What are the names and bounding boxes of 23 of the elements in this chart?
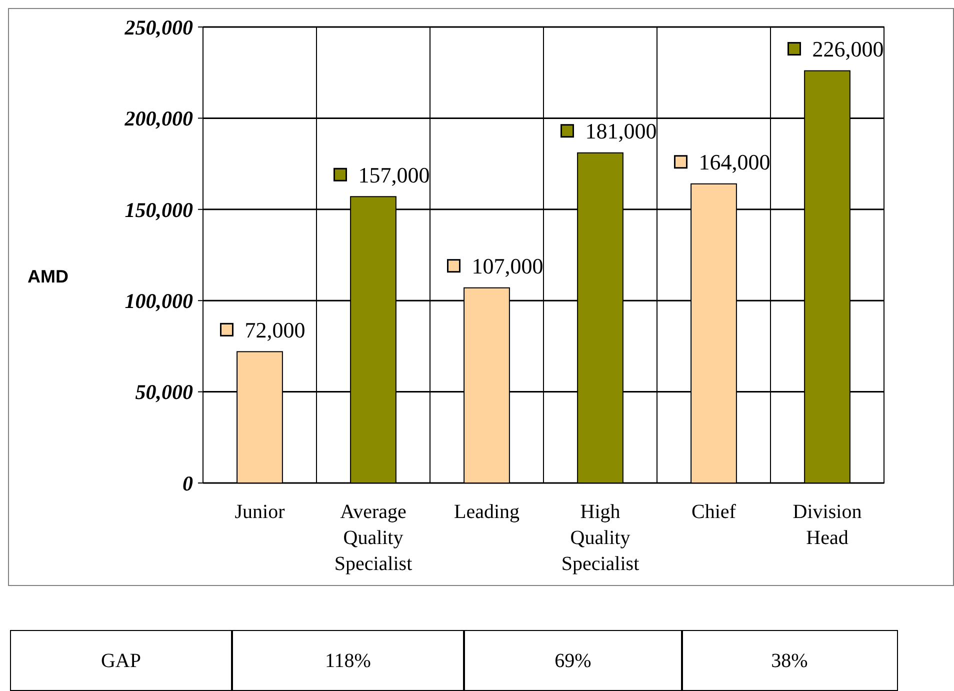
y-tick-label: 0 xyxy=(182,471,194,496)
text: 118% xyxy=(325,650,371,672)
text: 69% xyxy=(554,650,592,672)
x-tick-label: Junior xyxy=(234,501,286,523)
data-label: 157,000 xyxy=(358,162,430,188)
data-label: 164,000 xyxy=(698,150,770,175)
data-label: 72,000 xyxy=(244,317,306,342)
y-tick-label: 200,000 xyxy=(124,106,194,131)
y-axis-title: AMD xyxy=(28,266,68,286)
y-tick-label: 250,000 xyxy=(124,15,194,40)
data-label: 107,000 xyxy=(472,254,544,279)
x-tick-label: Division Head xyxy=(792,501,862,549)
x-tick-label: High Quality Specialist xyxy=(561,501,640,575)
y-tick-label: 150,000 xyxy=(124,198,194,222)
y-tick-label: 50,000 xyxy=(135,380,194,404)
text: GAP xyxy=(100,650,142,672)
y-tick-label: 100,000 xyxy=(124,288,194,313)
x-tick-label: Average Quality Specialist xyxy=(334,501,413,575)
data-label: 181,000 xyxy=(585,118,657,144)
x-tick-label: Leading xyxy=(454,501,520,523)
x-tick-label: Chief xyxy=(692,501,736,523)
text: 38% xyxy=(771,650,808,672)
data-label: 226,000 xyxy=(812,36,884,62)
